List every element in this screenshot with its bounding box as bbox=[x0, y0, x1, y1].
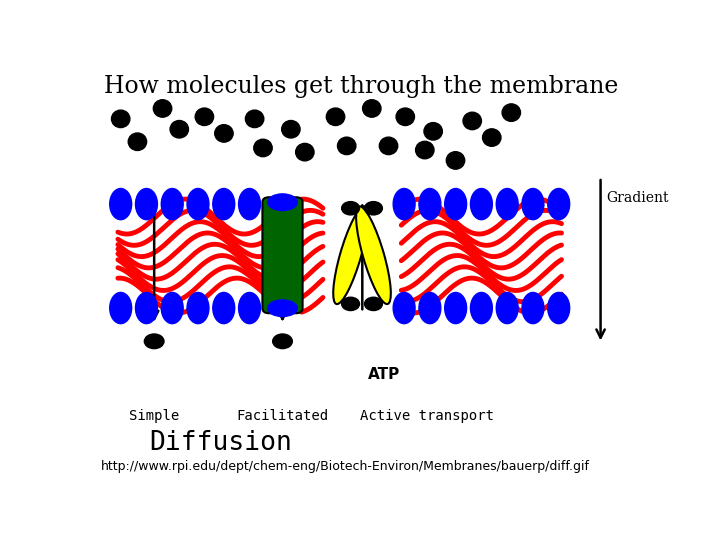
Ellipse shape bbox=[213, 293, 235, 323]
Text: Active transport: Active transport bbox=[359, 409, 493, 423]
Text: Gradient: Gradient bbox=[606, 191, 669, 205]
Ellipse shape bbox=[326, 108, 345, 125]
Ellipse shape bbox=[161, 293, 183, 323]
Ellipse shape bbox=[415, 141, 434, 159]
Ellipse shape bbox=[170, 120, 189, 138]
Circle shape bbox=[364, 297, 382, 310]
Ellipse shape bbox=[338, 137, 356, 154]
Ellipse shape bbox=[393, 293, 415, 323]
Ellipse shape bbox=[446, 152, 464, 169]
Ellipse shape bbox=[445, 188, 467, 220]
Ellipse shape bbox=[522, 293, 544, 323]
Text: Facilitated: Facilitated bbox=[236, 409, 328, 423]
Ellipse shape bbox=[496, 293, 518, 323]
Ellipse shape bbox=[379, 137, 397, 154]
Ellipse shape bbox=[419, 293, 441, 323]
Ellipse shape bbox=[333, 206, 368, 304]
Ellipse shape bbox=[548, 188, 570, 220]
Ellipse shape bbox=[109, 293, 132, 323]
Ellipse shape bbox=[396, 108, 415, 125]
Ellipse shape bbox=[424, 123, 442, 140]
Circle shape bbox=[364, 201, 382, 215]
Ellipse shape bbox=[393, 188, 415, 220]
Text: Simple: Simple bbox=[129, 409, 179, 423]
Ellipse shape bbox=[187, 188, 209, 220]
Circle shape bbox=[273, 334, 292, 349]
Ellipse shape bbox=[445, 293, 467, 323]
Ellipse shape bbox=[363, 100, 381, 117]
Ellipse shape bbox=[470, 293, 492, 323]
Ellipse shape bbox=[482, 129, 501, 146]
Ellipse shape bbox=[496, 188, 518, 220]
Text: ATP: ATP bbox=[368, 367, 400, 382]
Circle shape bbox=[144, 334, 164, 349]
Ellipse shape bbox=[470, 188, 492, 220]
Ellipse shape bbox=[356, 206, 391, 304]
Ellipse shape bbox=[213, 188, 235, 220]
Ellipse shape bbox=[195, 108, 214, 125]
Ellipse shape bbox=[296, 144, 314, 161]
Ellipse shape bbox=[419, 188, 441, 220]
Ellipse shape bbox=[112, 110, 130, 127]
Ellipse shape bbox=[246, 110, 264, 127]
Ellipse shape bbox=[238, 188, 261, 220]
Text: Diffusion: Diffusion bbox=[150, 430, 292, 456]
Ellipse shape bbox=[109, 188, 132, 220]
Ellipse shape bbox=[187, 293, 209, 323]
Ellipse shape bbox=[522, 188, 544, 220]
Ellipse shape bbox=[548, 293, 570, 323]
Ellipse shape bbox=[502, 104, 521, 122]
Circle shape bbox=[342, 297, 359, 310]
Ellipse shape bbox=[215, 125, 233, 142]
Ellipse shape bbox=[128, 133, 147, 151]
Ellipse shape bbox=[282, 120, 300, 138]
Ellipse shape bbox=[161, 188, 183, 220]
Ellipse shape bbox=[153, 100, 172, 117]
Ellipse shape bbox=[135, 188, 158, 220]
Ellipse shape bbox=[268, 194, 297, 211]
Ellipse shape bbox=[253, 139, 272, 157]
Circle shape bbox=[342, 201, 359, 215]
Text: http://www.rpi.edu/dept/chem-eng/Biotech-Environ/Membranes/bauerp/diff.gif: http://www.rpi.edu/dept/chem-eng/Biotech… bbox=[101, 460, 590, 473]
Ellipse shape bbox=[463, 112, 482, 130]
Text: How molecules get through the membrane: How molecules get through the membrane bbox=[104, 75, 618, 98]
FancyBboxPatch shape bbox=[262, 197, 302, 313]
Ellipse shape bbox=[238, 293, 261, 323]
Ellipse shape bbox=[268, 300, 297, 316]
Ellipse shape bbox=[135, 293, 158, 323]
